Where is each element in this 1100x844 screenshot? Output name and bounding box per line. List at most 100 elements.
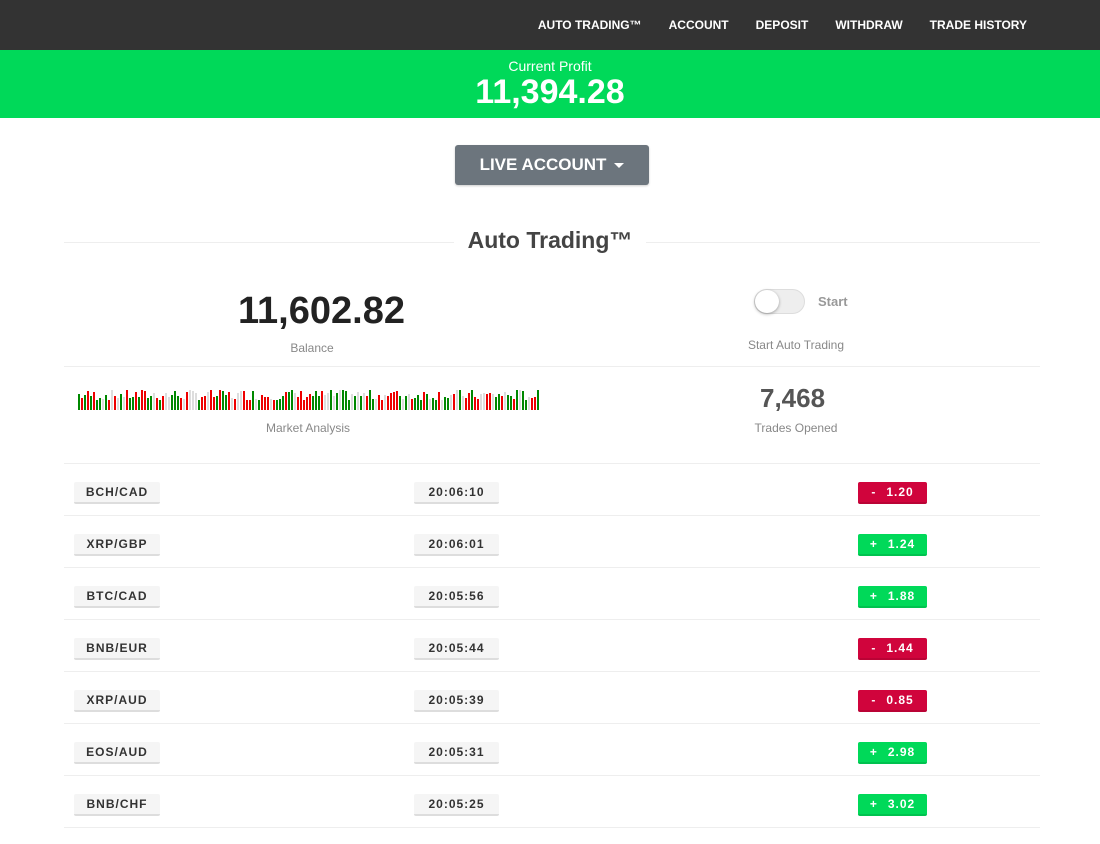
trade-row: BCH/CAD 20:06:10 -1.20 xyxy=(64,463,1040,515)
trade-change-badge: +1.24 xyxy=(858,534,927,556)
market-bar xyxy=(537,390,539,410)
trade-time: 20:06:01 xyxy=(414,534,499,556)
market-bar xyxy=(180,398,182,410)
trade-sign: + xyxy=(869,537,878,551)
market-bar xyxy=(327,393,329,410)
market-bar xyxy=(222,391,224,410)
market-bar xyxy=(177,396,179,410)
market-bar xyxy=(105,395,107,410)
market-bar xyxy=(240,391,242,410)
market-bar xyxy=(525,400,527,410)
market-bar xyxy=(519,390,521,410)
market-bar xyxy=(417,395,419,410)
market-bar xyxy=(330,390,332,410)
market-bar xyxy=(522,391,524,410)
market-bar xyxy=(96,400,98,410)
market-bar xyxy=(309,394,311,410)
market-bar xyxy=(420,400,422,410)
market-bar xyxy=(516,390,518,410)
nav-account[interactable]: ACCOUNT xyxy=(668,18,729,32)
market-bar xyxy=(156,398,158,410)
trade-amount: 1.24 xyxy=(887,537,916,551)
market-bar xyxy=(441,400,443,410)
trade-row: EOS/AUD 20:05:31 +2.98 xyxy=(64,723,1040,775)
market-bar xyxy=(393,392,395,410)
nav-deposit[interactable]: DEPOSIT xyxy=(755,18,809,32)
market-bar xyxy=(135,392,137,410)
market-bar xyxy=(501,396,503,410)
trade-pair: BCH/CAD xyxy=(74,482,160,504)
trade-sign: + xyxy=(869,745,878,759)
market-bar xyxy=(237,393,239,410)
market-bar xyxy=(357,392,359,410)
trade-pair: BTC/CAD xyxy=(74,586,160,608)
market-bar xyxy=(372,399,374,410)
trade-pair: BNB/EUR xyxy=(74,638,160,660)
market-bar xyxy=(93,392,95,410)
market-bar xyxy=(321,391,323,410)
trade-pair: EOS/AUD xyxy=(74,742,160,764)
market-bar xyxy=(168,397,170,410)
market-bar xyxy=(282,396,284,410)
market-bar xyxy=(351,394,353,410)
nav-auto-trading[interactable]: AUTO TRADING™ xyxy=(537,18,642,32)
market-bar xyxy=(312,396,314,410)
market-bar xyxy=(255,399,257,410)
market-bar xyxy=(126,390,128,410)
market-bar xyxy=(231,398,233,410)
trade-row: XRP/AUD 20:05:39 -0.85 xyxy=(64,671,1040,723)
market-bar xyxy=(159,400,161,410)
market-bar xyxy=(216,396,218,410)
market-bar xyxy=(483,393,485,410)
market-bar xyxy=(348,400,350,410)
market-bar xyxy=(402,399,404,410)
auto-trading-toggle[interactable] xyxy=(754,289,805,314)
trade-sign: - xyxy=(871,641,877,655)
market-bar xyxy=(258,400,260,410)
trade-pair: XRP/AUD xyxy=(74,690,160,712)
market-bar xyxy=(429,399,431,410)
market-bar xyxy=(396,391,398,410)
market-bar xyxy=(336,393,338,410)
market-bar xyxy=(453,394,455,410)
market-bar xyxy=(84,395,86,410)
market-bar xyxy=(114,396,116,410)
market-bar xyxy=(432,398,434,410)
trade-sign: - xyxy=(871,485,877,499)
trade-amount: 0.85 xyxy=(886,693,914,707)
market-bar xyxy=(87,391,89,410)
market-bar xyxy=(477,399,479,410)
nav-withdraw[interactable]: WITHDRAW xyxy=(835,18,903,32)
market-bar xyxy=(447,398,449,410)
market-bar xyxy=(504,392,506,410)
market-bar xyxy=(78,394,80,410)
trade-sign: + xyxy=(869,589,878,603)
market-bar xyxy=(300,391,302,410)
market-bar xyxy=(456,390,458,410)
market-bar xyxy=(444,397,446,410)
market-bar xyxy=(234,399,236,410)
market-bar xyxy=(381,400,383,410)
market-bar xyxy=(468,393,470,410)
market-bar xyxy=(471,390,473,410)
account-dropdown-button[interactable]: LIVE ACCOUNT xyxy=(455,145,649,185)
trade-time: 20:05:31 xyxy=(414,742,499,764)
market-bar xyxy=(213,397,215,410)
market-bar xyxy=(219,390,221,410)
trade-change-badge: +1.88 xyxy=(858,586,927,608)
toggle-knob xyxy=(755,290,779,313)
market-bar xyxy=(510,396,512,410)
trade-change-badge: -1.20 xyxy=(858,482,927,504)
trade-time: 20:05:25 xyxy=(414,794,499,816)
market-bar xyxy=(129,398,131,410)
nav-trade-history[interactable]: TRADE HISTORY xyxy=(929,18,1027,32)
market-bar xyxy=(132,397,134,410)
market-bar xyxy=(534,397,536,410)
market-bar xyxy=(210,390,212,410)
market-analysis-bars xyxy=(78,390,539,410)
market-bar xyxy=(198,400,200,410)
market-bar xyxy=(399,396,401,410)
market-bar xyxy=(489,393,491,410)
market-bar xyxy=(423,392,425,410)
market-bar xyxy=(225,395,227,410)
